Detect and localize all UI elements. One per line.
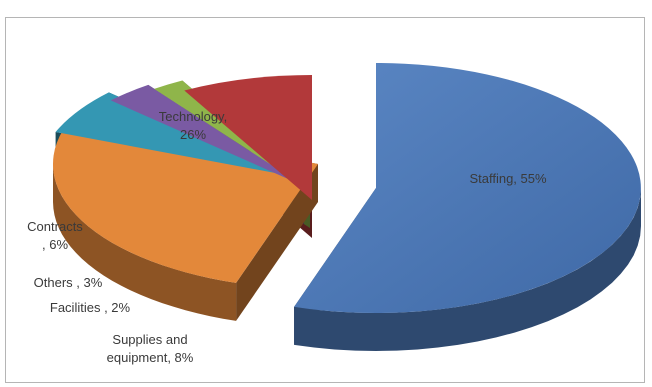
slice-staffing [294, 63, 641, 313]
data-labels: Staffing, 55% Technology, 26% Contracts, 6%… [27, 109, 547, 365]
data-label-staffing: Staffing, 55% [469, 171, 547, 186]
data-label-others: Others , 3% [34, 275, 103, 290]
slice-wall-technology [236, 164, 318, 321]
data-label-facilities: Facilities , 2% [50, 300, 131, 315]
data-label-contracts: Contracts, 6% [27, 219, 83, 252]
slice-others [110, 84, 304, 186]
slice-supplies-and-equipment [184, 75, 312, 200]
slice-tops [52, 63, 641, 313]
data-label-supplies-and-equipment: Supplies and equipment, 8% [107, 332, 194, 365]
data-label-technology: Technology, 26% [159, 109, 227, 142]
slice-side-staffing [294, 188, 641, 351]
slice-side-technology [53, 164, 237, 321]
